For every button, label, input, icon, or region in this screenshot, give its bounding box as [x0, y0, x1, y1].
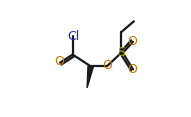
Text: O: O	[55, 55, 65, 68]
Text: Cl: Cl	[67, 30, 79, 43]
Text: S: S	[117, 46, 125, 59]
Polygon shape	[87, 66, 93, 88]
Text: O: O	[102, 59, 112, 72]
Text: O: O	[128, 63, 138, 76]
Text: O: O	[128, 35, 138, 48]
